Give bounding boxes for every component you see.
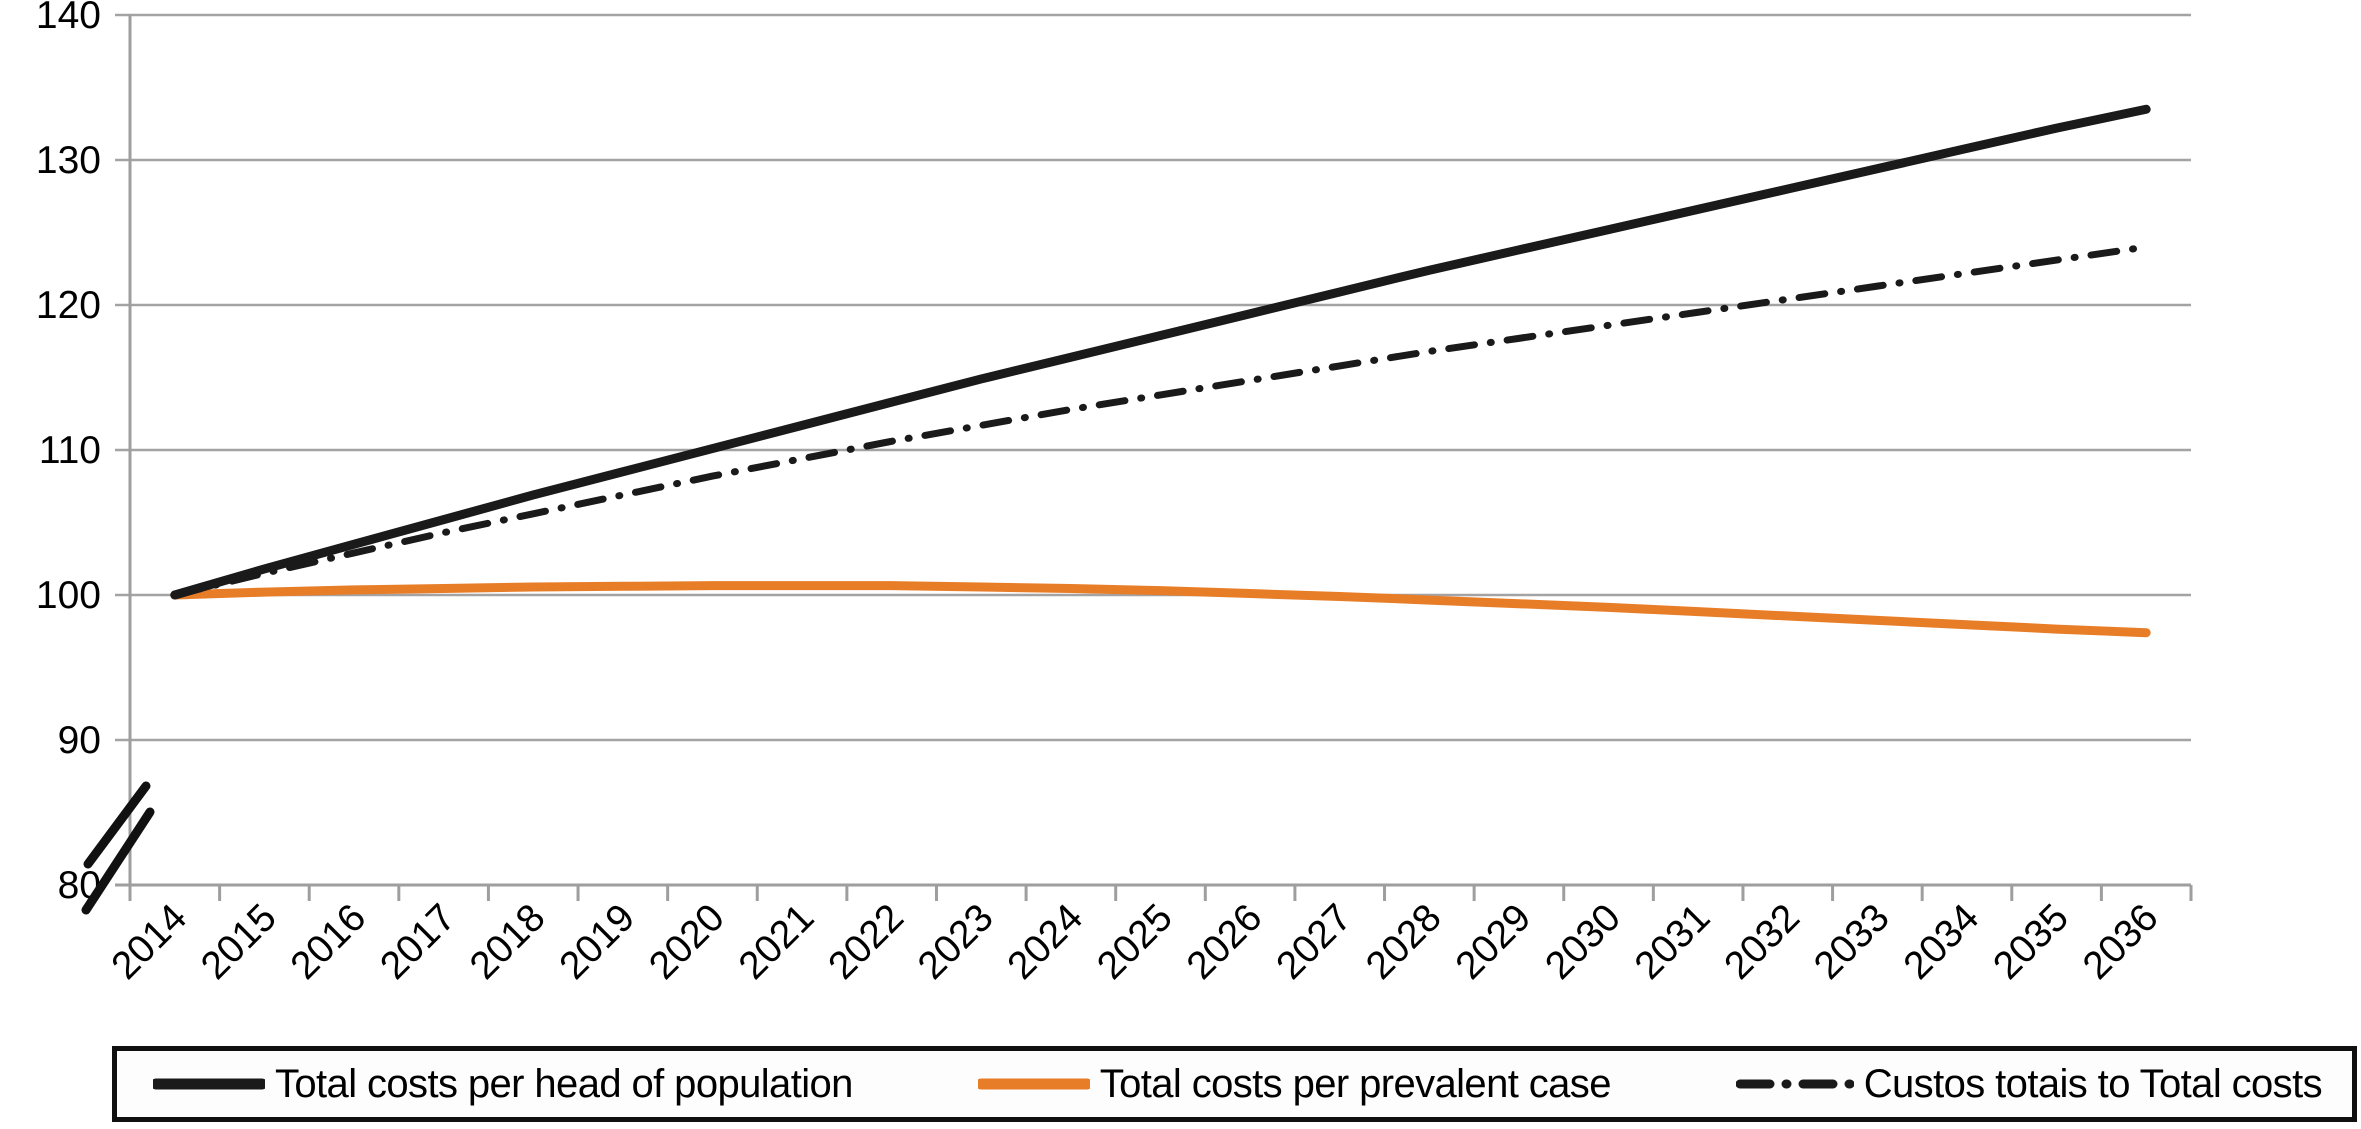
svg-text:140: 140 bbox=[36, 0, 101, 37]
legend-item-total-costs-per-case: Total costs per prevalent case bbox=[977, 1061, 1612, 1107]
svg-text:2036: 2036 bbox=[2075, 896, 2167, 988]
solid-orange-line-swatch-icon bbox=[977, 1078, 1090, 1090]
svg-text:2019: 2019 bbox=[551, 896, 643, 988]
svg-text:2015: 2015 bbox=[193, 896, 285, 988]
svg-text:2017: 2017 bbox=[372, 896, 464, 988]
svg-text:120: 120 bbox=[36, 284, 101, 327]
legend-item-total-costs-per-head: Total costs per head of population bbox=[153, 1062, 853, 1107]
svg-text:2025: 2025 bbox=[1089, 896, 1181, 988]
legend-label: Custos totais to Total costs bbox=[1863, 1061, 2323, 1106]
svg-text:2022: 2022 bbox=[820, 896, 912, 988]
svg-text:2016: 2016 bbox=[283, 896, 375, 988]
svg-text:2026: 2026 bbox=[1179, 896, 1271, 988]
legend-label: Total costs per head of population bbox=[275, 1061, 853, 1106]
svg-text:2018: 2018 bbox=[462, 896, 554, 988]
svg-text:2014: 2014 bbox=[103, 896, 195, 988]
svg-text:2023: 2023 bbox=[910, 896, 1002, 988]
svg-text:90: 90 bbox=[58, 719, 101, 762]
svg-text:2027: 2027 bbox=[1268, 896, 1360, 988]
solid-black-line-swatch-icon bbox=[153, 1078, 265, 1090]
svg-text:2034: 2034 bbox=[1896, 896, 1988, 988]
legend-label: Total costs per prevalent case bbox=[1099, 1061, 1612, 1106]
svg-text:2031: 2031 bbox=[1627, 896, 1719, 988]
svg-text:110: 110 bbox=[39, 429, 101, 472]
svg-text:100: 100 bbox=[36, 574, 101, 617]
svg-text:130: 130 bbox=[36, 139, 101, 182]
svg-text:2021: 2021 bbox=[731, 896, 823, 988]
svg-text:2020: 2020 bbox=[641, 896, 733, 988]
svg-text:2029: 2029 bbox=[1448, 896, 1540, 988]
chart-svg: 1401301201101009080201420152016201720182… bbox=[36, 0, 2193, 988]
legend: Total costs per head of population Total… bbox=[112, 1046, 2357, 1122]
svg-text:2030: 2030 bbox=[1537, 896, 1629, 988]
dash-dot-line-swatch-icon bbox=[1735, 1079, 1854, 1089]
svg-text:2035: 2035 bbox=[1985, 896, 2077, 988]
svg-text:2024: 2024 bbox=[999, 896, 1091, 988]
svg-text:2032: 2032 bbox=[1716, 896, 1808, 988]
svg-text:2033: 2033 bbox=[1806, 896, 1898, 988]
svg-text:2028: 2028 bbox=[1358, 896, 1450, 988]
legend-item-custos-totais: Custos totais to Total costs bbox=[1735, 1061, 2323, 1107]
